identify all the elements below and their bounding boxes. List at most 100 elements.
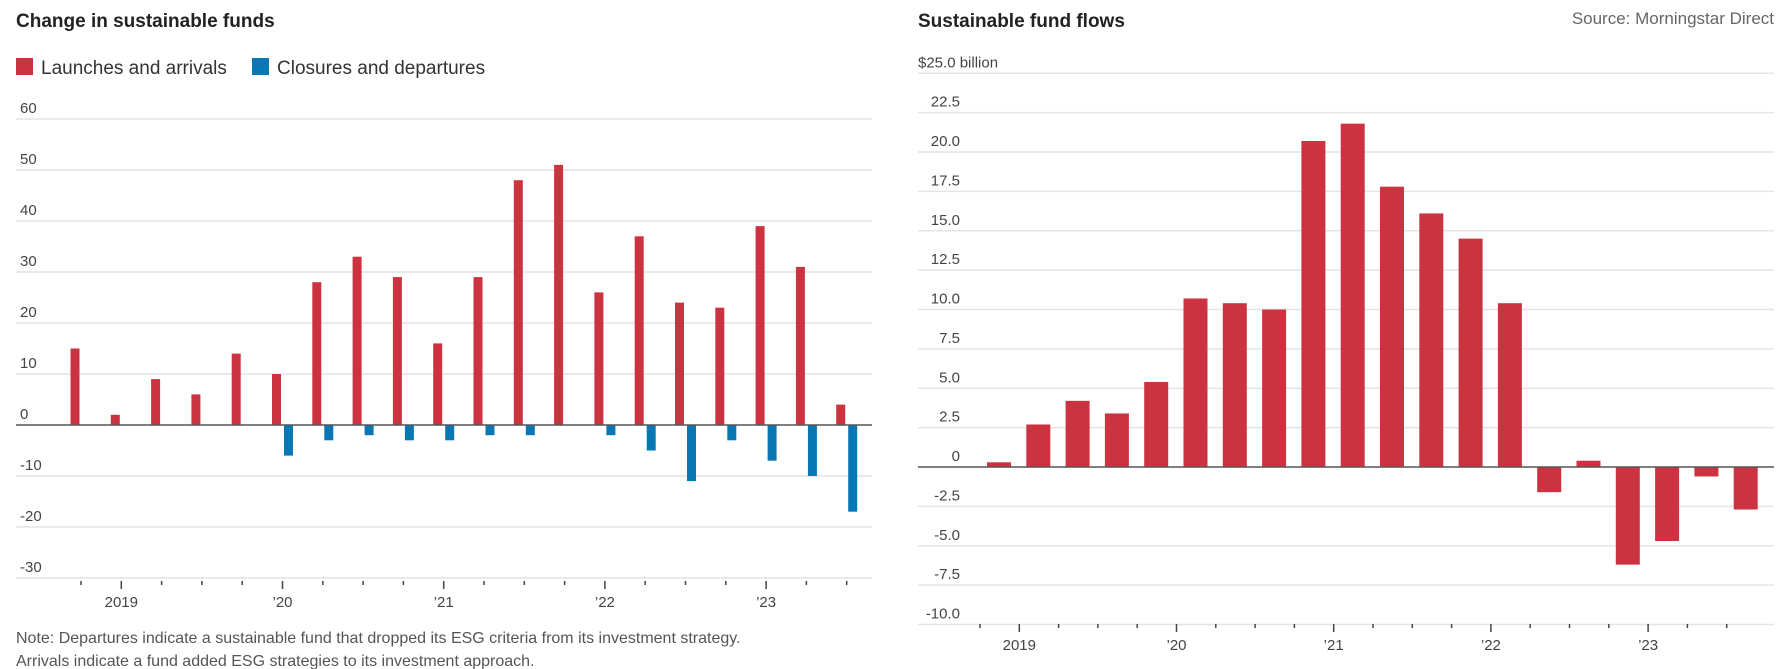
bar-flow — [1694, 467, 1719, 477]
bar-flow — [1183, 298, 1208, 467]
bar-flow — [1144, 381, 1169, 467]
y-tick-label: -20 — [20, 508, 42, 525]
bar-flow — [1065, 400, 1090, 467]
x-tick-label: 2019 — [105, 594, 138, 611]
bar-launches — [151, 379, 161, 425]
bar-launches — [675, 302, 684, 425]
y-tick-label: $25.0 billion — [918, 54, 998, 71]
bar-closures — [404, 425, 414, 441]
x-tick-label: ’20 — [1166, 637, 1186, 654]
bar-launches — [634, 236, 644, 425]
bar-launches — [795, 266, 805, 425]
bar-launches — [231, 353, 241, 425]
bar-flow — [1340, 123, 1365, 468]
bar-launches — [513, 180, 523, 425]
bar-flow — [1497, 303, 1522, 467]
bar-launches — [110, 414, 120, 425]
bar-launches — [272, 374, 281, 425]
y-tick-label: 17.5 — [931, 172, 960, 189]
bar-closures — [727, 425, 737, 441]
bar-flow — [1655, 467, 1680, 542]
bar-closures — [284, 425, 293, 456]
x-tick-label: ’21 — [434, 594, 454, 611]
bar-launches — [836, 404, 846, 425]
bar-closures — [364, 425, 374, 436]
bar-launches — [755, 226, 765, 425]
bar-flow — [1104, 413, 1129, 467]
source-label: Source: Morningstar Direct — [1572, 9, 1774, 28]
legend-swatch-launches — [16, 58, 33, 75]
y-tick-label: 40 — [20, 202, 37, 219]
y-tick-label: 7.5 — [939, 330, 960, 347]
x-tick-label: ’23 — [756, 594, 776, 611]
y-tick-label: 60 — [20, 100, 37, 117]
footnote-line-1: Note: Departures indicate a sustainable … — [16, 630, 741, 647]
x-tick-label: ’21 — [1324, 637, 1344, 654]
bar-closures — [807, 425, 817, 476]
footnote-line-2: Arrivals indicate a fund added ESG strat… — [16, 653, 535, 669]
bar-closures — [485, 425, 495, 436]
y-tick-label: 20.0 — [931, 133, 960, 150]
bar-flow — [1458, 238, 1483, 467]
x-tick-label: 2019 — [1003, 637, 1036, 654]
bar-launches — [191, 394, 201, 425]
bar-flow — [1615, 467, 1640, 565]
bar-launches — [392, 277, 402, 425]
legend-swatch-closures — [252, 58, 269, 75]
y-tick-label: -5.0 — [934, 527, 960, 544]
bar-closures — [848, 425, 858, 512]
y-tick-label: 50 — [20, 151, 37, 168]
bar-flow — [1380, 186, 1404, 467]
legend-label-launches: Launches and arrivals — [41, 58, 227, 79]
y-tick-label: -2.5 — [934, 487, 960, 504]
bar-flow — [1262, 309, 1287, 467]
bar-launches — [594, 292, 604, 425]
bar-flow — [1301, 140, 1326, 467]
y-tick-label: 30 — [20, 253, 37, 270]
x-tick-label: ’22 — [595, 594, 615, 611]
legend-label-closures: Closures and departures — [277, 58, 485, 79]
bar-closures — [324, 425, 334, 441]
x-tick-label: ’23 — [1638, 637, 1658, 654]
chart-title: Sustainable fund flows — [918, 11, 1125, 32]
y-tick-label: 10 — [20, 355, 37, 372]
chart-title: Change in sustainable funds — [16, 11, 275, 32]
bar-closures — [525, 425, 535, 436]
y-tick-label: 15.0 — [931, 212, 960, 229]
bar-flow — [1222, 303, 1247, 467]
y-tick-label: 0 — [20, 406, 28, 423]
x-tick-label: ’20 — [272, 594, 292, 611]
y-tick-label: 22.5 — [931, 94, 960, 111]
bar-flow — [1537, 467, 1562, 493]
bar-launches — [715, 307, 725, 425]
y-tick-label: 10.0 — [931, 291, 960, 308]
y-tick-label: -10.0 — [926, 606, 960, 623]
bar-flow — [1733, 467, 1758, 510]
y-tick-label: 12.5 — [931, 251, 960, 268]
y-tick-label: -10 — [20, 457, 42, 474]
bar-flow — [987, 462, 1011, 467]
bar-launches — [433, 343, 443, 425]
bar-launches — [473, 277, 483, 425]
y-tick-label: 2.5 — [939, 409, 960, 426]
x-tick-label: ’22 — [1481, 637, 1501, 654]
bar-launches — [352, 256, 362, 425]
bar-flow — [1026, 424, 1051, 467]
bar-launches — [312, 282, 322, 425]
y-tick-label: -30 — [20, 559, 42, 576]
y-tick-label: 20 — [20, 304, 37, 321]
bar-closures — [445, 425, 455, 441]
bar-flow — [1576, 460, 1601, 467]
y-tick-label: 5.0 — [939, 369, 960, 386]
bar-closures — [646, 425, 656, 451]
y-tick-label: 0 — [952, 448, 960, 465]
y-tick-label: -7.5 — [934, 566, 960, 583]
bar-launches — [554, 164, 564, 425]
bar-launches — [70, 348, 80, 425]
bar-closures — [687, 425, 696, 482]
bar-closures — [606, 425, 616, 436]
bar-flow — [1419, 213, 1444, 467]
bar-closures — [767, 425, 777, 461]
